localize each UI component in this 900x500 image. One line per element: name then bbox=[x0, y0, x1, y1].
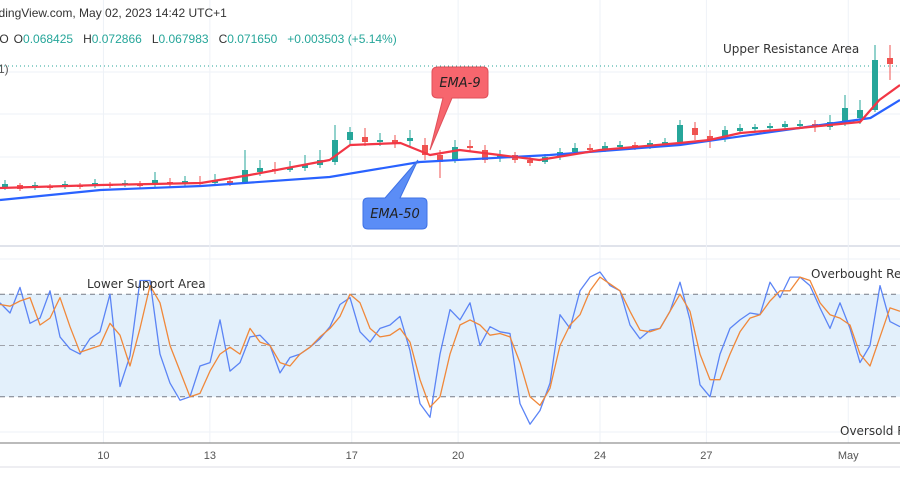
lower-support-label: Lower Support Area bbox=[87, 277, 206, 291]
oversold-label: Oversold Region bbox=[840, 424, 900, 438]
candle-body bbox=[602, 146, 608, 149]
x-tick-label: May bbox=[838, 450, 859, 462]
stochastic-lines bbox=[0, 271, 900, 425]
low-label: L bbox=[151, 32, 159, 46]
candle-body bbox=[872, 60, 878, 110]
candle-body bbox=[422, 145, 428, 155]
candle-body bbox=[437, 155, 443, 162]
high-label: H bbox=[83, 32, 92, 46]
ema9-callout-shape bbox=[429, 66, 489, 151]
candle bbox=[332, 125, 338, 165]
x-axis-ticks: 10 13 17 20 24 27 May bbox=[97, 450, 859, 462]
candle-body bbox=[497, 155, 503, 158]
x-tick-label: 10 bbox=[97, 450, 109, 462]
chart-source-line: TradingView.com, May 02, 2023 14:42 UTC+… bbox=[0, 6, 227, 20]
candle-body bbox=[572, 148, 578, 152]
candle-body bbox=[752, 127, 758, 129]
candle bbox=[422, 138, 428, 160]
candle-body bbox=[737, 128, 743, 131]
candle bbox=[317, 150, 323, 168]
ema50-callout-shape bbox=[362, 159, 428, 230]
candle-body bbox=[452, 147, 458, 160]
ema9-line bbox=[0, 84, 900, 190]
open-label: O bbox=[13, 32, 24, 46]
candle-body bbox=[677, 125, 683, 142]
ema50-callout-label: EMA-50 bbox=[370, 207, 420, 222]
ema50-line bbox=[0, 99, 900, 202]
candle-body bbox=[707, 136, 713, 140]
candle bbox=[692, 122, 698, 140]
candle-body bbox=[857, 110, 863, 118]
candle-body bbox=[347, 132, 353, 140]
candle-body bbox=[302, 164, 308, 168]
candle bbox=[182, 176, 188, 186]
candle bbox=[407, 130, 413, 146]
candle-body bbox=[887, 58, 893, 64]
candle-body bbox=[692, 128, 698, 135]
x-tick-label: 27 bbox=[700, 450, 712, 462]
candle bbox=[302, 155, 308, 171]
candle-body bbox=[407, 138, 413, 141]
candle-body bbox=[647, 143, 653, 146]
stoch-k-line bbox=[0, 271, 900, 425]
ema50-callout: EMA-50 bbox=[362, 159, 428, 230]
ohlc-legend: IO O0.068425 H0.072866 L0.067983 C0.071650 +0… bbox=[0, 32, 402, 46]
candle-body bbox=[587, 148, 593, 150]
change-value: +0.003503 (+5.14%) bbox=[287, 32, 397, 46]
candle-body bbox=[332, 140, 338, 162]
candle bbox=[392, 135, 398, 148]
candle bbox=[197, 176, 203, 186]
close-label: C bbox=[218, 32, 228, 46]
candle-body bbox=[152, 180, 158, 185]
candle bbox=[677, 120, 683, 146]
candle bbox=[362, 128, 368, 146]
symbol-name[interactable]: IO bbox=[0, 32, 9, 46]
upper-resistance-label: Upper Resistance Area bbox=[723, 42, 860, 56]
ema-lines bbox=[0, 84, 900, 202]
candle bbox=[347, 127, 353, 146]
close-value: 0.071650 bbox=[227, 32, 278, 46]
candle bbox=[437, 150, 443, 178]
candle-body bbox=[782, 124, 788, 127]
x-tick-label: 13 bbox=[204, 450, 216, 462]
candle bbox=[872, 45, 878, 112]
candle-body bbox=[617, 145, 623, 147]
overbought-label: Overbought Region bbox=[811, 267, 900, 281]
candle-body bbox=[842, 108, 848, 122]
x-tick-label: 24 bbox=[594, 450, 606, 462]
stoch-band-lines bbox=[0, 293, 900, 398]
candle-body bbox=[467, 146, 473, 148]
candle bbox=[467, 140, 473, 152]
candle-body bbox=[377, 140, 383, 142]
candle bbox=[887, 45, 893, 80]
candle bbox=[242, 150, 248, 184]
candle-body bbox=[722, 130, 728, 138]
low-value: 0.067983 bbox=[158, 32, 209, 46]
stoch-d-line bbox=[0, 276, 900, 408]
candle-body bbox=[662, 142, 668, 144]
candle-body bbox=[227, 181, 233, 183]
candle-body bbox=[362, 137, 368, 142]
x-tick-label: 17 bbox=[346, 450, 358, 462]
candle-body bbox=[482, 150, 488, 160]
ema9-callout-label: EMA-9 bbox=[439, 76, 480, 91]
candle-body bbox=[257, 168, 263, 172]
candle-body bbox=[392, 140, 398, 143]
indicator-legend[interactable]: 1) bbox=[0, 62, 9, 76]
high-value: 0.072866 bbox=[91, 32, 142, 46]
candle-body bbox=[527, 160, 533, 163]
candle bbox=[272, 162, 278, 174]
candle-body bbox=[2, 184, 8, 188]
candle-body bbox=[767, 126, 773, 128]
candle-body bbox=[797, 124, 803, 126]
x-tick-label: 20 bbox=[452, 450, 464, 462]
open-value: 0.068425 bbox=[23, 32, 74, 46]
ema9-callout: EMA-9 bbox=[429, 66, 489, 151]
candle bbox=[92, 179, 98, 188]
